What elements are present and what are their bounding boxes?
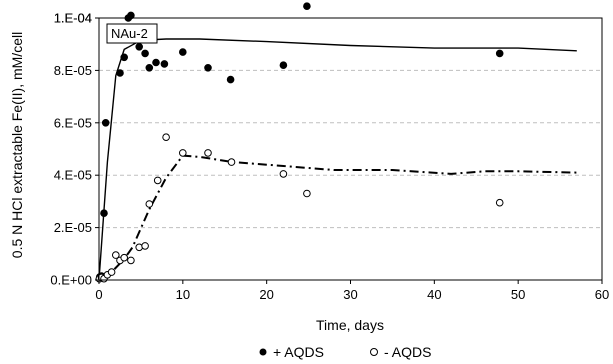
annotation-frame	[106, 23, 158, 44]
x-tick-label: 50	[511, 287, 525, 302]
data-point-minus-aqds	[107, 268, 116, 276]
data-point-minus-aqds	[227, 158, 236, 166]
data-point-plus-aqds	[145, 64, 154, 72]
legend-label-minus-aqds: - AQDS	[384, 344, 431, 360]
y-tick-label: 1.E-04	[54, 11, 92, 26]
legend-marker-minus-aqds	[370, 348, 378, 356]
y-tick-label: 6.E-05	[54, 115, 92, 130]
x-tick-label: 30	[343, 287, 357, 302]
legend-marker-plus-aqds	[259, 348, 267, 356]
data-point-plus-aqds	[179, 48, 187, 56]
data-point-minus-aqds	[120, 253, 128, 262]
x-tick-label: 10	[176, 287, 190, 302]
x-tick-label: 60	[595, 287, 609, 302]
data-point-plus-aqds	[120, 53, 128, 62]
data-point-minus-aqds	[303, 189, 311, 198]
fit-line-plus-aqds	[98, 38, 577, 281]
data-point-minus-aqds	[127, 256, 135, 265]
legend-label-plus-aqds: + AQDS	[273, 344, 324, 360]
data-point-plus-aqds	[495, 49, 504, 58]
legend: + AQDS - AQDS	[259, 344, 431, 360]
data-point-plus-aqds	[303, 2, 311, 10]
data-point-plus-aqds	[100, 209, 108, 217]
y-axis-title: 0.5 N HCl extractable Fe(II), mM/cell	[9, 32, 25, 258]
data-point-minus-aqds	[153, 176, 162, 185]
data-point-plus-aqds	[160, 60, 169, 68]
fit-line-minus-aqds	[98, 154, 577, 281]
y-tick-label: 0.E+00	[50, 273, 92, 288]
y-tick-label: 4.E-05	[54, 168, 92, 183]
data-point-plus-aqds	[226, 75, 235, 84]
data-point-minus-aqds	[179, 149, 187, 157]
tick-labels: 0.E+002.E-054.E-056.E-058.E-051.E-041.E-…	[50, 11, 609, 303]
x-tick-label: 20	[259, 287, 273, 302]
data-point-plus-aqds	[127, 11, 135, 20]
annotation-box: NAu-2	[106, 23, 158, 44]
data-point-plus-aqds	[135, 43, 143, 51]
data-point-plus-aqds	[279, 61, 288, 69]
data-point-plus-aqds	[152, 58, 160, 67]
gridlines	[99, 17, 602, 229]
y-tick-label: 2.E-05	[54, 220, 92, 235]
y-tick-label: 8.E-05	[54, 63, 92, 78]
x-tick-label: 0	[95, 287, 102, 302]
x-axis-title: Time, days	[316, 317, 384, 333]
fit-lines	[98, 38, 577, 281]
axes	[95, 17, 603, 284]
data-point-minus-aqds	[141, 242, 149, 250]
data-point-plus-aqds	[141, 49, 149, 58]
data-point-minus-aqds	[279, 170, 288, 178]
plot-frame	[98, 17, 603, 281]
data-point-minus-aqds	[162, 133, 170, 141]
data-point-minus-aqds	[145, 200, 154, 208]
x-tick-label: 40	[427, 287, 441, 302]
data-point-minus-aqds	[204, 149, 212, 157]
data-point-plus-aqds	[101, 119, 110, 127]
data-points	[95, 2, 504, 283]
annotation-label: NAu-2	[111, 26, 148, 41]
data-point-plus-aqds	[116, 69, 124, 77]
data-point-minus-aqds	[495, 198, 504, 207]
data-point-minus-aqds	[112, 251, 120, 259]
y-tick-label: 1.E-04	[54, 11, 92, 26]
data-point-plus-aqds	[204, 64, 212, 72]
